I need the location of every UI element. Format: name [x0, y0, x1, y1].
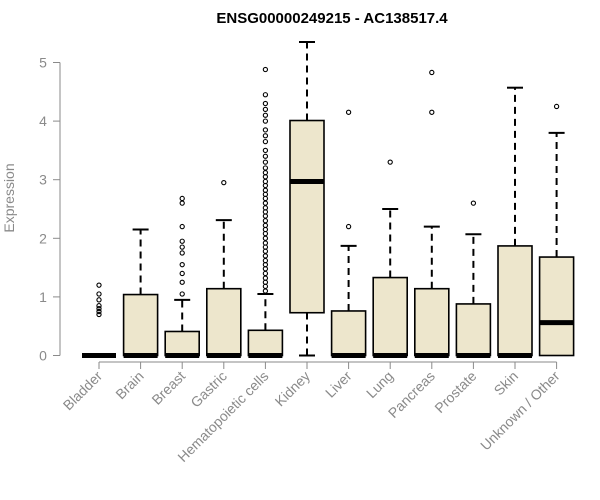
outlier-point [179, 270, 185, 277]
box-7 [330, 109, 367, 358]
x-tick-label: Breast [148, 368, 188, 408]
outlier-point [96, 311, 102, 318]
outlier-point [262, 66, 269, 73]
x-tick-label: Bladder [60, 368, 106, 414]
outlier-point [429, 109, 435, 115]
box-body [372, 276, 409, 357]
box-body [289, 119, 325, 314]
outlier-point [345, 223, 352, 230]
chart-title: ENSG00000249215 - AC138517.4 [216, 10, 448, 27]
outlier-point [345, 109, 352, 115]
y-tick-label: 4 [39, 113, 47, 129]
outlier-point [96, 291, 102, 297]
box-5 [247, 66, 284, 358]
outlier-point [387, 159, 393, 165]
box-body [247, 329, 284, 357]
x-tick-label: Kidney [272, 368, 314, 410]
boxes [82, 40, 575, 358]
box-8 [372, 159, 409, 358]
box-body [330, 310, 367, 357]
outlier-point [179, 291, 185, 297]
box-12 [538, 103, 575, 357]
y-tick-label: 2 [39, 230, 47, 246]
box-body [122, 293, 159, 357]
outlier-point [179, 238, 185, 244]
outlier-point [179, 262, 185, 268]
outlier-point [470, 200, 477, 206]
x-tick-label: Prostate [431, 368, 479, 416]
outlier-point [262, 200, 269, 206]
x-tick-label: Brain [112, 368, 146, 402]
outlier-point [553, 103, 560, 110]
box-body [455, 303, 492, 357]
box-6 [289, 40, 325, 357]
box-body [164, 330, 200, 357]
y-tick-label: 0 [39, 348, 47, 364]
box-11 [497, 86, 533, 358]
outlier-point [96, 282, 102, 288]
outlier-point [262, 235, 269, 241]
outlier-point [179, 244, 185, 250]
outlier-point [429, 69, 435, 76]
box-body [413, 287, 450, 357]
outlier-point [262, 159, 269, 165]
outlier-point [96, 305, 102, 312]
outlier-point [262, 106, 269, 113]
y-axis-label: Expression [1, 163, 17, 232]
outlier-point [262, 153, 269, 159]
outlier-point [179, 195, 185, 202]
y-tick-label: 1 [39, 289, 47, 305]
outlier-point [262, 218, 269, 224]
outlier-point [96, 308, 102, 315]
outlier-point [262, 118, 269, 124]
outlier-point [179, 223, 185, 230]
box-9 [413, 69, 450, 358]
y-tick-label: 3 [39, 172, 47, 188]
outlier-point [179, 200, 185, 206]
outlier-point [262, 253, 269, 259]
box-1 [82, 282, 116, 358]
outlier-point [262, 270, 269, 277]
box-body [206, 287, 242, 357]
box-body [497, 245, 533, 357]
y-tick-label: 5 [39, 55, 47, 71]
outlier-point [262, 100, 269, 107]
box-4 [206, 179, 242, 358]
outlier-point [262, 288, 269, 294]
box-3 [164, 195, 200, 358]
x-tick-label: Liver [322, 368, 355, 401]
outlier-point [179, 250, 185, 256]
outlier-point [262, 112, 269, 118]
box-body [538, 256, 575, 357]
outlier-point [179, 279, 185, 285]
x-tick-label: Unknown / Other [477, 368, 563, 454]
outlier-point [96, 297, 102, 303]
x-tick-label: Skin [491, 368, 522, 399]
outlier-point [262, 147, 269, 154]
box-2 [122, 228, 159, 358]
outlier-point [262, 133, 269, 139]
outlier-point [262, 138, 269, 145]
outlier-point [221, 179, 227, 186]
box-10 [455, 200, 492, 358]
outlier-point [262, 92, 269, 98]
outlier-point [262, 127, 269, 133]
y-axis: 0 1 2 3 4 5 [39, 55, 61, 364]
outlier-point [262, 165, 269, 171]
x-tick-label: Lung [363, 368, 396, 401]
outlier-point [96, 303, 102, 309]
